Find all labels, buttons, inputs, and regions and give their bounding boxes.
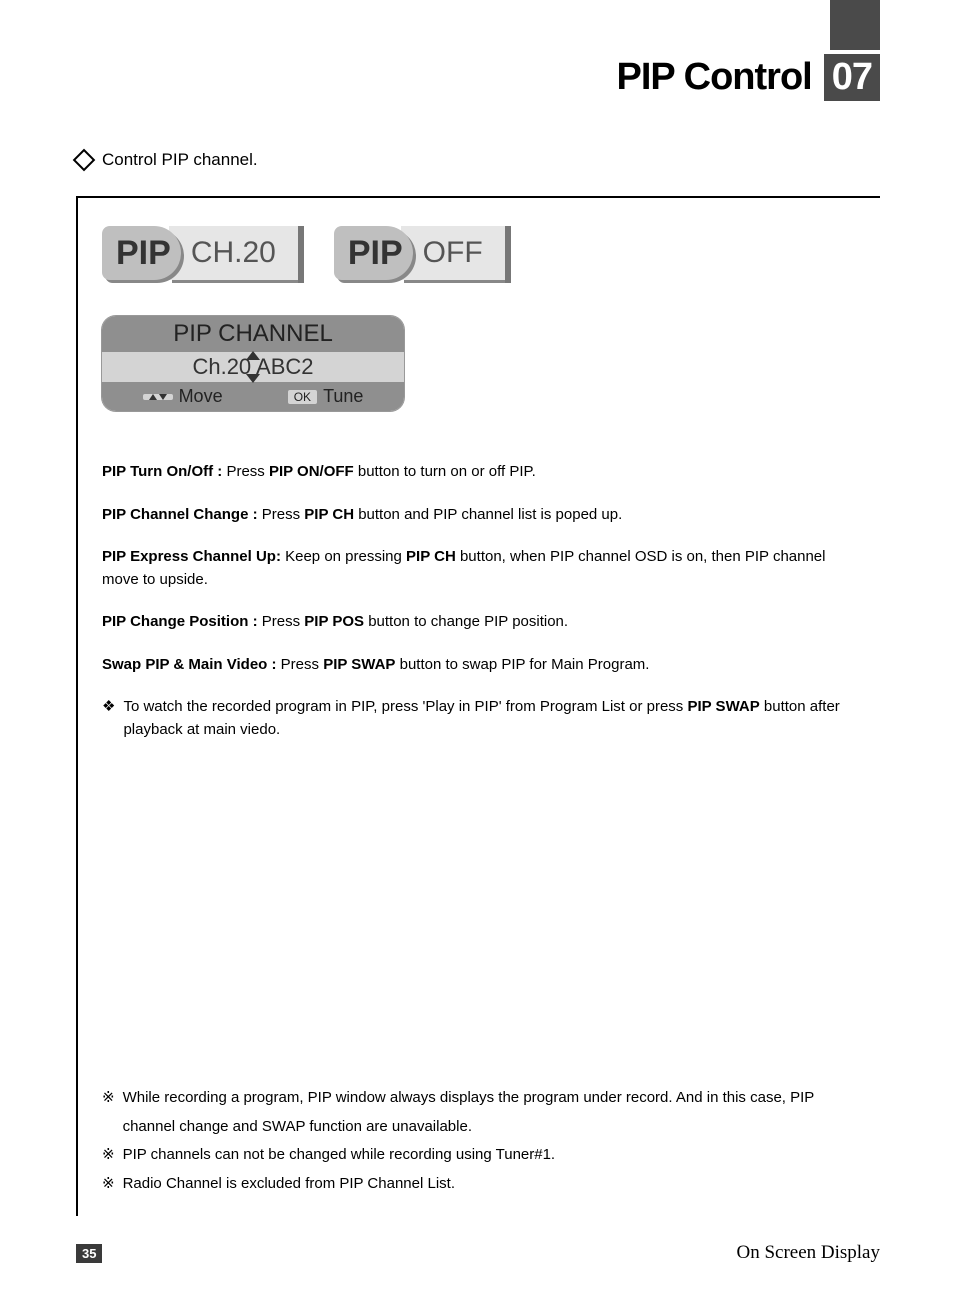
clover-icon: ❖ [102,696,115,741]
intro-row: Control PIP channel. [76,150,258,170]
page-title: PIP Control [617,56,812,99]
reference-mark-icon: ※ [102,1084,115,1141]
menu-title: PIP CHANNEL [102,316,404,352]
page-header: PIP Control 07 [617,54,880,101]
footnotes: ※While recording a program, PIP window a… [102,1084,856,1198]
osd-pip-off: PIP OFF [334,226,505,280]
note-row: ❖ To watch the recorded program in PIP, … [102,696,856,741]
instruction-item: PIP Channel Change : Press PIP CH button… [102,504,856,527]
pip-channel-menu: PIP CHANNEL Ch.20 ABC2 Move OK Tune [102,316,404,411]
instructions-list: PIP Turn On/Off : Press PIP ON/OFF butto… [102,461,856,676]
content-box: PIP CH.20 PIP OFF PIP CHANNEL Ch.20 ABC2… [76,196,880,1216]
arrow-up-icon [246,351,260,360]
footnote-item: ※PIP channels can not be changed while r… [102,1141,856,1170]
menu-footer: Move OK Tune [102,382,404,411]
instruction-item: PIP Turn On/Off : Press PIP ON/OFF butto… [102,461,856,484]
intro-text: Control PIP channel. [102,150,258,170]
updown-key-icon [143,394,173,400]
instruction-item: PIP Change Position : Press PIP POS butt… [102,611,856,634]
menu-value: Ch.20 ABC2 [102,352,404,382]
osd-indicator-row: PIP CH.20 PIP OFF [102,226,856,280]
page-footer: 35 On Screen Display [76,1242,880,1264]
instruction-item: Swap PIP & Main Video : Press PIP SWAP b… [102,654,856,677]
diamond-icon [73,149,96,172]
osd-value: OFF [401,226,505,280]
ok-key-icon: OK [288,390,317,404]
footer-section: On Screen Display [736,1242,880,1264]
osd-label: PIP [102,226,181,280]
osd-label: PIP [334,226,413,280]
note-text: To watch the recorded program in PIP, pr… [123,696,856,741]
footnote-item: ※Radio Channel is excluded from PIP Chan… [102,1170,856,1199]
move-label: Move [179,386,223,407]
reference-mark-icon: ※ [102,1170,115,1199]
instruction-item: PIP Express Channel Up: Keep on pressing… [102,546,856,591]
section-number: 07 [824,54,880,101]
tune-label: Tune [323,386,363,407]
section-tab [830,0,880,50]
osd-value: CH.20 [169,226,298,280]
reference-mark-icon: ※ [102,1141,115,1170]
osd-pip-on: PIP CH.20 [102,226,298,280]
footnote-item: ※While recording a program, PIP window a… [102,1084,856,1141]
arrow-down-icon [246,374,260,383]
page-number: 35 [76,1244,102,1263]
